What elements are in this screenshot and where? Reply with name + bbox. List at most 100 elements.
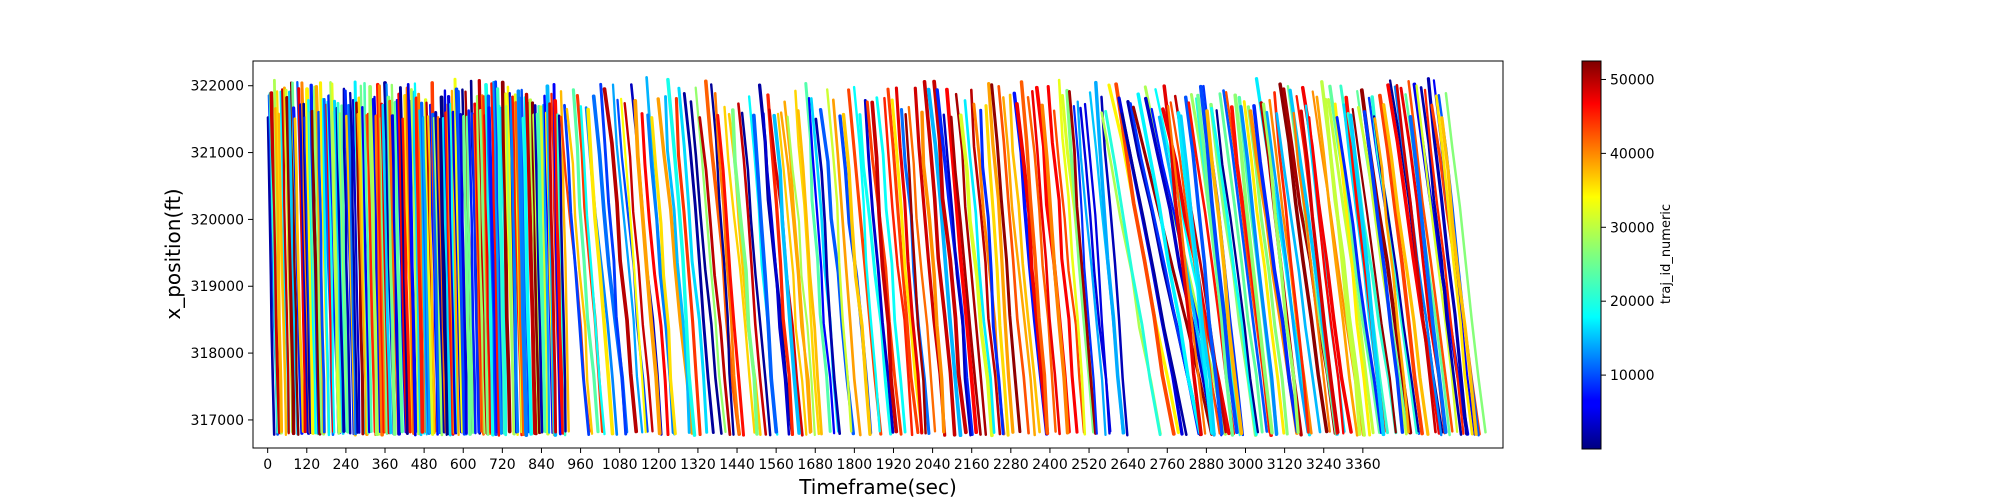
trajectory-streak	[467, 109, 477, 435]
trajectory-streak	[814, 117, 842, 436]
trajectory-streak	[1423, 88, 1465, 435]
trajectory-streak	[698, 116, 732, 437]
trajectory-streak	[1015, 102, 1050, 436]
trajectory-streak	[355, 101, 365, 436]
trajectory-streak	[807, 97, 836, 435]
trajectory-streak	[870, 100, 899, 434]
colorbar-tick-label: 20000	[1610, 294, 1655, 310]
trajectory-streak	[1179, 114, 1216, 435]
trajectory-streak	[852, 85, 881, 433]
trajectory-streak	[514, 101, 526, 437]
trajectory-streak	[890, 98, 924, 434]
trajectory-streak	[1046, 85, 1079, 434]
trajectory-streak	[932, 79, 968, 435]
trajectory-streak	[904, 112, 927, 435]
trajectory-streak	[602, 87, 639, 434]
trajectory-streak	[266, 116, 276, 436]
x-tick-label: 2040	[915, 457, 951, 473]
trajectory-streak	[363, 82, 373, 433]
trajectory-streak	[1040, 103, 1070, 435]
y-tick-label: 318000	[191, 346, 244, 362]
trajectory-streak	[664, 95, 691, 434]
trajectory-streak	[723, 105, 756, 434]
trajectory-streak	[401, 117, 412, 434]
trajectory-streak	[737, 102, 768, 436]
x-tick-label: 840	[528, 457, 555, 473]
trajectory-streak	[786, 115, 816, 437]
trajectory-streak	[453, 77, 464, 434]
trajectory-streak	[826, 88, 853, 433]
y-axis-label: x_position(ft)	[161, 188, 185, 319]
trajectory-streak	[623, 101, 654, 433]
x-tick-label: 2160	[954, 457, 990, 473]
trajectory-streak	[984, 104, 1010, 437]
x-tick-label: 1080	[602, 457, 638, 473]
trajectory-streak	[586, 107, 615, 436]
trajectory-streak	[1348, 113, 1386, 437]
trajectory-streak	[293, 117, 305, 433]
trajectory-streak	[1183, 95, 1224, 436]
trajectory-streak	[1242, 100, 1286, 435]
trajectory-streak	[326, 100, 336, 434]
trajectory-streak	[883, 96, 914, 437]
trajectory-streak	[1408, 115, 1448, 434]
trajectory-streak	[1415, 84, 1459, 433]
trajectory-streak	[1407, 80, 1454, 433]
x-tick-label: 0	[263, 457, 272, 473]
x-tick-label: 720	[489, 457, 516, 473]
x-tick-label: 240	[333, 457, 360, 473]
trajectory-streak	[427, 115, 436, 435]
trajectory-streak	[858, 113, 893, 436]
trajectory-streak	[1198, 84, 1239, 435]
trajectory-streak	[366, 112, 377, 434]
trajectory-streak	[1315, 95, 1359, 437]
trajectory-streak	[1378, 93, 1424, 436]
y-tick-label: 319000	[191, 279, 244, 295]
trajectory-streak	[405, 86, 415, 435]
x-tick-label: 3000	[1228, 457, 1264, 473]
trajectory-streak	[730, 108, 759, 436]
trajectory-streak	[526, 101, 538, 436]
trajectory-streak	[281, 88, 290, 435]
trajectory-streak	[1278, 82, 1329, 434]
x-tick-label: 1920	[876, 457, 912, 473]
trajectory-streak	[571, 88, 600, 434]
trajectory-streak	[677, 86, 709, 434]
trajectory-streak	[1362, 110, 1405, 434]
trajectory-streak	[374, 114, 384, 437]
trajectory-streak	[1435, 94, 1474, 436]
colorbar-tick-label: 50000	[1610, 72, 1655, 88]
trajectory-streak	[1104, 109, 1162, 437]
trajectory-streak	[945, 87, 979, 435]
trajectory-streak	[674, 97, 702, 437]
trajectory-streak	[926, 87, 963, 438]
trajectory-streak	[423, 98, 435, 436]
trajectory-streak	[539, 105, 550, 436]
trajectory-streak	[894, 86, 924, 435]
trajectory-streak	[1076, 100, 1107, 437]
y-tick-label: 320000	[191, 212, 244, 228]
trajectory-streak	[1100, 95, 1129, 437]
trajectory-streak	[1094, 80, 1126, 435]
trajectory-streak	[397, 92, 409, 434]
trajectory-streak	[841, 112, 872, 436]
trajectory-streak	[710, 83, 735, 436]
trajectory-streak	[1265, 110, 1310, 434]
trajectory-streak	[277, 112, 288, 436]
trajectory-streak	[716, 113, 745, 437]
trajectory-streak	[407, 99, 418, 433]
trajectory-streak	[666, 77, 697, 437]
x-tick-label: 600	[450, 457, 477, 473]
trajectory-streak	[619, 97, 647, 434]
trajectory-streak	[949, 115, 982, 436]
x-tick-label: 2400	[1032, 457, 1068, 473]
trajectory-streak	[1031, 90, 1061, 436]
trajectory-streak	[1275, 112, 1322, 434]
trajectory-streak	[1308, 116, 1345, 435]
trajectory-streak	[979, 108, 1005, 436]
colorbar-label: traj_id_numeric	[1659, 204, 1674, 304]
trajectory-streak	[1222, 89, 1269, 433]
trajectory-streak	[1210, 106, 1258, 436]
trajectory-streak	[352, 98, 361, 434]
